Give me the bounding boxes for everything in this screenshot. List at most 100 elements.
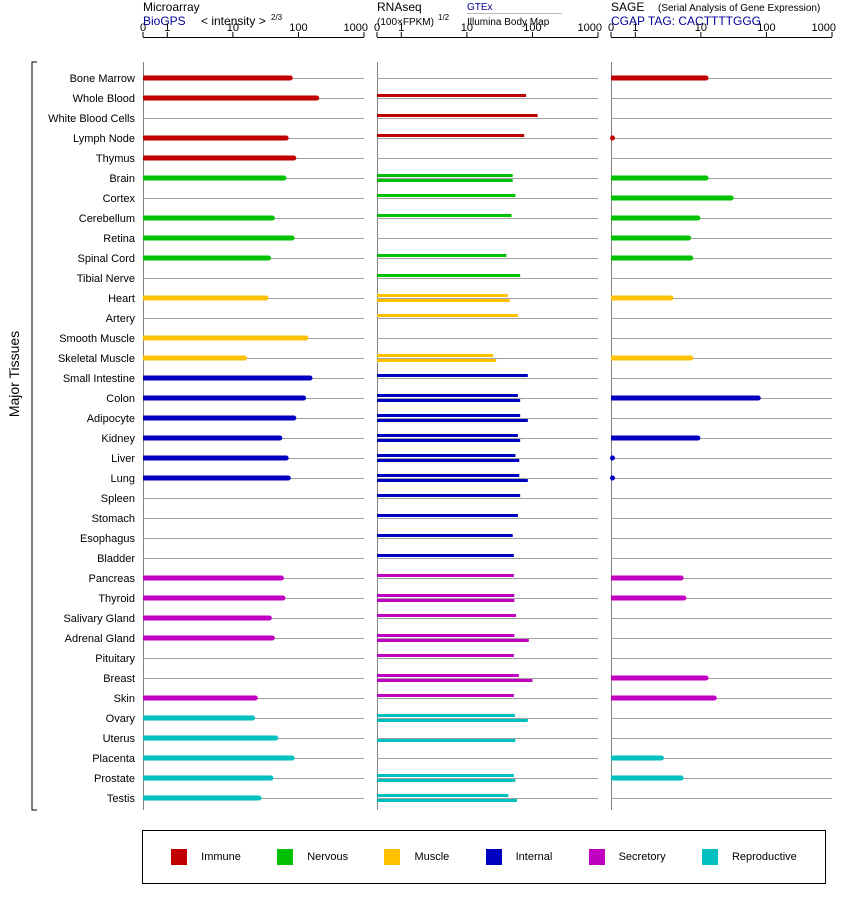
bar-gtex <box>377 194 516 197</box>
bar-microarray <box>143 635 273 641</box>
tissue-label: Stomach <box>92 513 135 525</box>
bar-microarray <box>143 755 293 761</box>
bar-microarray <box>143 155 294 161</box>
legend-swatch <box>171 849 188 865</box>
x-tick-label: 100 <box>757 22 775 34</box>
x-tick-label: 1 <box>632 22 638 34</box>
bar-gtex <box>377 534 513 537</box>
x-tick-label: 1000 <box>812 22 836 34</box>
bar-sage <box>611 755 662 761</box>
sage-tag[interactable]: CGAP TAG: CACTTTTGGG <box>611 14 761 28</box>
bar-microarray <box>143 575 282 581</box>
bar-gtex <box>377 214 512 217</box>
bar-microarray <box>143 335 306 341</box>
bar-microarray <box>143 795 259 801</box>
x-tick-label: 1 <box>164 22 170 34</box>
panel-rnaseq: 0 1 10 100 1000 <box>374 22 602 810</box>
bar-microarray <box>143 355 245 361</box>
legend-item: Reproductive <box>701 849 797 865</box>
gtex-link[interactable]: GTEx <box>467 2 493 13</box>
tissue-label: Small Intestine <box>63 373 135 385</box>
bar-gtex <box>377 414 521 417</box>
bar-cap <box>610 455 615 461</box>
bar-bodymap <box>377 179 513 182</box>
tissue-label: Skin <box>114 693 135 705</box>
bar-bodymap <box>377 439 521 442</box>
bar-gtex <box>377 294 508 297</box>
tissue-label: Lymph Node <box>73 133 135 145</box>
bar-cap <box>303 335 309 341</box>
bar-microarray <box>143 715 253 721</box>
y-axis-label: Major Tissues <box>6 331 22 417</box>
bar-gtex <box>377 494 521 497</box>
tissue-label: Thyroid <box>98 593 135 605</box>
bar-cap <box>681 595 687 601</box>
bar-cap <box>280 595 286 601</box>
x-tick-label: 0 <box>140 22 146 34</box>
bar-sage <box>611 175 707 181</box>
tissue-label: Esophagus <box>80 533 136 545</box>
rnaseq-subtitle: (100×FPKM) <box>377 17 434 28</box>
biogps-link[interactable]: BioGPS <box>143 14 186 28</box>
bar-bodymap <box>377 359 497 362</box>
bar-sage <box>611 195 732 201</box>
x-tick-label: 10 <box>227 22 239 34</box>
bar-gtex <box>377 474 520 477</box>
bar-cap <box>278 575 284 581</box>
bar-cap <box>668 295 674 301</box>
legend-label: Immune <box>201 851 241 863</box>
bar-bodymap <box>377 739 516 742</box>
legend-swatch <box>277 849 294 865</box>
bar-gtex <box>377 594 515 597</box>
bar-microarray <box>143 695 256 701</box>
bar-gtex <box>377 174 513 177</box>
bar-microarray <box>143 375 310 381</box>
bar-cap <box>266 255 272 261</box>
bar-microarray <box>143 455 287 461</box>
bar-gtex <box>377 514 518 517</box>
bar-gtex <box>377 654 514 657</box>
bar-cap <box>291 415 297 421</box>
bar-cap <box>266 615 272 621</box>
tissue-label: Bladder <box>97 553 135 565</box>
bar-gtex <box>377 374 528 377</box>
x-tick-label: 0 <box>374 22 380 34</box>
y-axis-bracket <box>31 61 37 811</box>
bar-microarray <box>143 475 289 481</box>
tissue-label: Pancreas <box>89 573 136 585</box>
tissue-label: Salivary Gland <box>63 613 135 625</box>
bar-cap <box>695 215 701 221</box>
bar-gtex <box>377 554 514 557</box>
bar-microarray <box>143 95 317 101</box>
tissue-label: Lung <box>111 473 135 485</box>
x-tick-label: 100 <box>523 22 541 34</box>
bar-microarray <box>143 735 276 741</box>
panels-layer: 0 1 10 100 1000 0 1 10 100 1000 0 1 10 100 1000 <box>140 22 836 810</box>
tissue-label: Adipocyte <box>87 413 135 425</box>
legend-swatch <box>384 849 401 865</box>
bar-cap <box>263 295 269 301</box>
tissue-label: Skeletal Muscle <box>58 353 135 365</box>
bar-gtex <box>377 714 515 717</box>
bar-cap <box>728 195 734 201</box>
bar-bodymap <box>377 719 528 722</box>
tissue-label: Brain <box>109 173 135 185</box>
bar-sage <box>611 215 698 221</box>
bar-cap <box>283 455 289 461</box>
bar-gtex <box>377 354 493 357</box>
tissue-label: White Blood Cells <box>48 113 135 125</box>
bar-cap <box>291 155 297 161</box>
tissue-label: Testis <box>107 793 136 805</box>
tissue-label: Thymus <box>96 153 136 165</box>
rows-layer: Bone Marrow Whole Blood White Blood Cells L… <box>48 73 136 805</box>
bar-cap <box>658 755 664 761</box>
rnaseq-title: RNAseq <box>377 0 422 14</box>
legend-item: Internal <box>485 849 552 865</box>
sage-note: (Serial Analysis of Gene Expression) <box>658 3 820 14</box>
tissue-label: Adrenal Gland <box>65 633 135 645</box>
tissue-label: Artery <box>106 313 136 325</box>
bar-gtex <box>377 394 518 397</box>
bar-sage <box>611 355 691 361</box>
legend-item: Secretory <box>588 849 666 865</box>
